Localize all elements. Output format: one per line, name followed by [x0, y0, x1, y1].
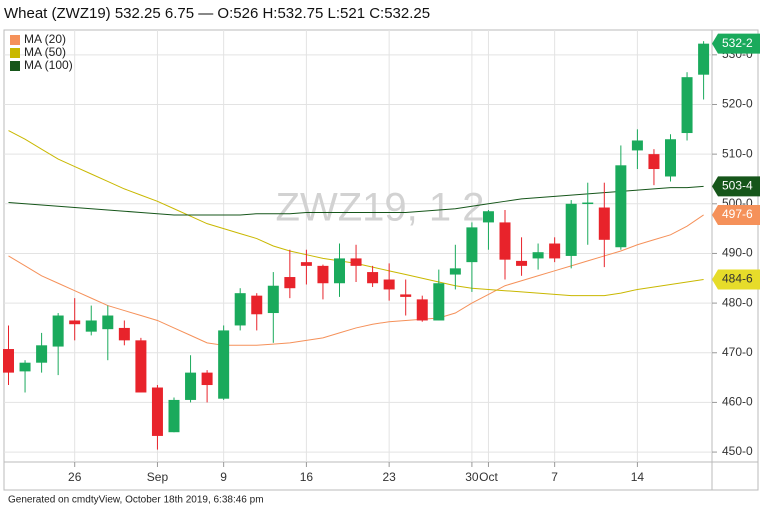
candle-body	[466, 227, 478, 263]
x-tick-label: 16	[300, 470, 314, 484]
price-label: 503-4	[722, 179, 753, 193]
candle-body	[151, 387, 163, 436]
candle-body	[400, 294, 412, 297]
watermark: ZWZ19, 1 2	[276, 186, 485, 230]
x-tick-label: 30	[465, 470, 479, 484]
candle-body	[85, 320, 97, 332]
y-tick-label: 510-0	[722, 146, 753, 160]
candle-body	[102, 315, 114, 330]
candle-body	[52, 315, 64, 347]
x-tick-label: 26	[68, 470, 82, 484]
candle-body	[36, 345, 48, 363]
price-label-box	[712, 33, 760, 54]
candle-body	[69, 320, 81, 325]
candle-body	[234, 293, 246, 326]
candle-body	[284, 277, 296, 289]
candle-body	[251, 295, 263, 315]
legend-label: MA (50)	[24, 45, 66, 59]
candle-body	[565, 203, 577, 256]
x-tick-label: 7	[551, 470, 558, 484]
candle-body	[185, 372, 197, 400]
y-tick-label: 450-0	[722, 444, 753, 458]
x-tick-label: Sep	[147, 470, 169, 484]
y-tick-label: 490-0	[722, 246, 753, 260]
price-label: 497-6	[722, 207, 753, 221]
candle-body	[665, 139, 676, 177]
candle-body	[615, 165, 627, 248]
y-tick-label: 520-0	[722, 97, 753, 111]
candle-body	[383, 279, 395, 290]
y-tick-label: 480-0	[722, 295, 753, 309]
candle-body	[482, 211, 494, 223]
x-tick-label: 9	[220, 470, 227, 484]
candle-body	[201, 372, 213, 386]
candle-body	[516, 260, 528, 266]
legend-swatch	[10, 35, 20, 45]
legend-label: MA (100)	[24, 58, 73, 72]
chart-frame	[3, 29, 759, 491]
price-label: 532-2	[722, 36, 753, 50]
legend-label: MA (20)	[24, 32, 66, 46]
price-label-box	[712, 269, 760, 290]
candle-body	[598, 207, 610, 240]
candle-body	[19, 362, 31, 372]
candle-body	[416, 299, 428, 321]
candle-body	[118, 327, 130, 341]
candle-body	[168, 399, 180, 433]
legend-swatch	[10, 61, 20, 71]
price-label-box	[712, 176, 760, 197]
candle-body	[334, 258, 345, 284]
candle-body	[681, 77, 693, 134]
footer: Generated on cmdtyView, October 18th 201…	[8, 495, 264, 506]
y-tick-label: 460-0	[722, 395, 753, 409]
candle-body	[135, 340, 147, 393]
x-tick-label: 23	[382, 470, 396, 484]
candle-body	[698, 43, 710, 75]
candle-body	[499, 222, 511, 260]
candle-body	[631, 140, 643, 151]
candle-body	[367, 272, 379, 284]
candle-body	[267, 285, 279, 314]
candle-body	[532, 252, 544, 259]
candle-body	[300, 262, 312, 266]
x-tick-label: 14	[631, 470, 645, 484]
candle-body	[582, 202, 594, 205]
candle-body	[433, 283, 445, 321]
candle-body	[449, 268, 461, 275]
x-tick-label: Oct	[479, 470, 498, 484]
ma-line	[8, 214, 704, 346]
price-label: 484-6	[722, 272, 753, 286]
candle-body	[549, 243, 561, 259]
price-label-box	[712, 204, 760, 225]
candle-body	[218, 330, 230, 399]
chart-title: Wheat (ZWZ19) 532.25 6.75 — O:526 H:532.…	[4, 5, 430, 22]
candle-body	[648, 154, 660, 170]
candle-body	[350, 258, 362, 266]
y-tick-label: 470-0	[722, 345, 753, 359]
candle-body	[317, 265, 329, 284]
legend-swatch	[10, 48, 20, 58]
candle-body	[3, 349, 14, 373]
